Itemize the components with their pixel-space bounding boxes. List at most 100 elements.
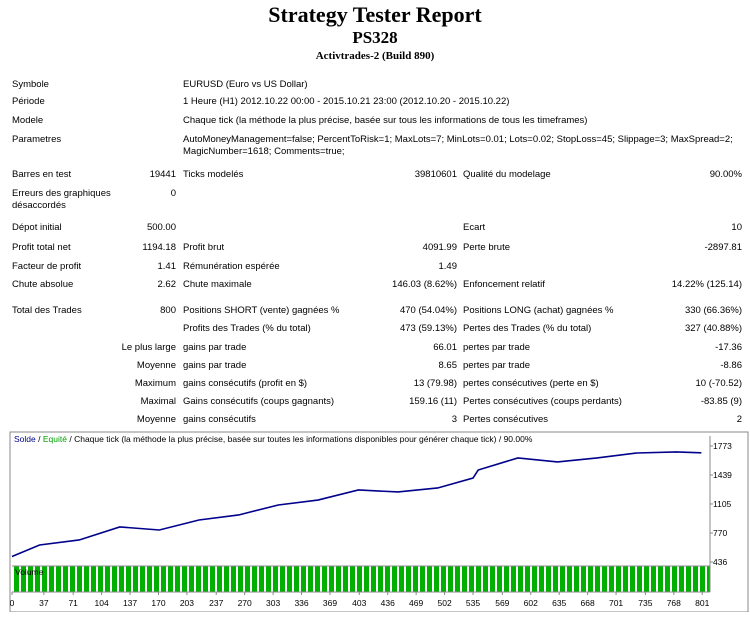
y-tick-label: 770 [713, 528, 727, 538]
cell-label: Pertes consécutives (coups perdants) [463, 396, 622, 407]
cell-value: 327 (40.88%) [685, 323, 742, 334]
cell-label: Facteur de profit [12, 261, 82, 272]
x-tick-label: 403 [352, 598, 366, 608]
x-tick-label: 270 [238, 598, 252, 608]
cell-label: Positions LONG (achat) gagnées % [463, 305, 614, 316]
cell-value: 90.00% [710, 169, 743, 180]
x-tick-label: 635 [552, 598, 566, 608]
cell-value: -2897.81 [704, 242, 742, 253]
x-tick-label: 170 [151, 598, 165, 608]
cell-label: Profits des Trades (% du total) [183, 323, 311, 334]
build-info: Activtrades-2 (Build 890) [316, 50, 435, 62]
cell-label: MagicNumber=1618; Comments=true; [183, 146, 345, 157]
cell-value: 4091.99 [423, 242, 457, 253]
cell-value: 10 [731, 222, 742, 233]
cell-label: Ticks modelés [183, 169, 244, 180]
cell-label: Maximum [135, 378, 176, 389]
x-tick-label: 71 [68, 598, 78, 608]
cell-value: 13 (79.98) [414, 378, 457, 389]
y-tick-label: 1773 [713, 441, 732, 451]
x-tick-label: 569 [495, 598, 509, 608]
cell-value: 1194.18 [142, 242, 176, 253]
cell-label: pertes par trade [463, 342, 530, 353]
x-tick-label: 602 [524, 598, 538, 608]
cell-label: pertes consécutives (perte en $) [463, 378, 599, 389]
x-tick-label: 137 [123, 598, 137, 608]
cell-label: Erreurs des graphiques [12, 188, 111, 199]
report-table: Symbole EURUSD (Euro vs US Dollar) Période… [12, 79, 743, 425]
x-tick-label: 668 [581, 598, 595, 608]
y-tick-label: 1439 [713, 470, 732, 480]
cell-label: Dépot initial [12, 222, 62, 233]
cell-value: 146.03 (8.62%) [392, 279, 457, 290]
x-tick-label: 436 [381, 598, 395, 608]
x-tick-label: 735 [638, 598, 652, 608]
cell-value: 1.41 [158, 261, 177, 272]
x-tick-label: 303 [266, 598, 280, 608]
cell-label: Chute maximale [183, 279, 252, 290]
cell-label: Barres en test [12, 169, 71, 180]
cell-label: Modele [12, 115, 43, 126]
cell-value: 800 [160, 305, 176, 316]
cell-value: 8.65 [439, 360, 458, 371]
cell-value: 19441 [150, 169, 176, 180]
cell-label: Pertes des Trades (% du total) [463, 323, 591, 334]
cell-label: gains consécutifs (profit en $) [183, 378, 307, 389]
cell-label: Moyenne [137, 360, 176, 371]
cell-value: 500.00 [147, 222, 176, 233]
x-tick-label: 203 [180, 598, 194, 608]
cell-value: 3 [452, 414, 457, 425]
x-tick-label: 701 [609, 598, 623, 608]
cell-label: Moyenne [137, 414, 176, 425]
cell-label: Pertes consécutives [463, 414, 548, 425]
volume-bars [12, 566, 710, 592]
cell-label: AutoMoneyManagement=false; PercentToRisk… [183, 134, 733, 145]
cell-label: Le plus large [122, 342, 176, 353]
cell-label: gains par trade [183, 342, 246, 353]
cell-value: -17.36 [715, 342, 742, 353]
chart: Solde / Equité / Chaque tick (la méthode… [9, 431, 749, 613]
x-tick-label: 369 [323, 598, 337, 608]
cell-label: pertes par trade [463, 360, 530, 371]
volume-label: Volume [15, 567, 44, 577]
cell-label: Symbole [12, 79, 49, 90]
report-title: Strategy Tester Report [268, 2, 482, 27]
x-tick-label: 535 [466, 598, 480, 608]
cell-value: -8.86 [720, 360, 742, 371]
x-tick-label: 237 [209, 598, 223, 608]
cell-value: 39810601 [415, 169, 457, 180]
cell-label: Chute absolue [12, 279, 73, 290]
cell-value: 2.62 [158, 279, 177, 290]
x-tick-label: 104 [95, 598, 109, 608]
cell-label: Ecart [463, 222, 486, 233]
cell-label: Perte brute [463, 242, 510, 253]
cell-label: Profit total net [12, 242, 71, 253]
y-tick-label: 436 [713, 557, 727, 567]
legend-entry: Solde [14, 434, 36, 444]
x-tick-label: 0 [10, 598, 15, 608]
cell-value: 159.16 (11) [409, 396, 457, 407]
cell-value: 470 (54.04%) [400, 305, 457, 316]
legend-sep: / [38, 434, 41, 444]
cell-value: -83.85 (9) [701, 396, 742, 407]
legend-entry: Equité [43, 434, 67, 444]
cell-label: 1 Heure (H1) 2012.10.22 00:00 - 2015.10.… [183, 96, 509, 107]
cell-value: 0 [171, 188, 176, 199]
cell-label: gains par trade [183, 360, 246, 371]
cell-value: 14.22% (125.14) [672, 279, 742, 290]
cell-label: Gains consécutifs (coups gagnants) [183, 396, 334, 407]
balance-line [11, 451, 702, 558]
x-tick-label: 768 [667, 598, 681, 608]
x-tick-label: 502 [437, 598, 451, 608]
cell-value: 66.01 [433, 342, 457, 353]
cell-value: 10 (-70.52) [696, 378, 742, 389]
legend-text: / Chaque tick (la méthode la plus précis… [69, 434, 532, 444]
y-tick-label: 1105 [713, 499, 732, 509]
cell-label: Chaque tick (la méthode la plus précise,… [183, 115, 587, 126]
cell-value: 1.49 [439, 261, 458, 272]
cell-value: 2 [737, 414, 742, 425]
cell-label: Profit brut [183, 242, 225, 253]
cell-value: 330 (66.36%) [685, 305, 742, 316]
cell-label: Positions SHORT (vente) gagnées % [183, 305, 340, 316]
